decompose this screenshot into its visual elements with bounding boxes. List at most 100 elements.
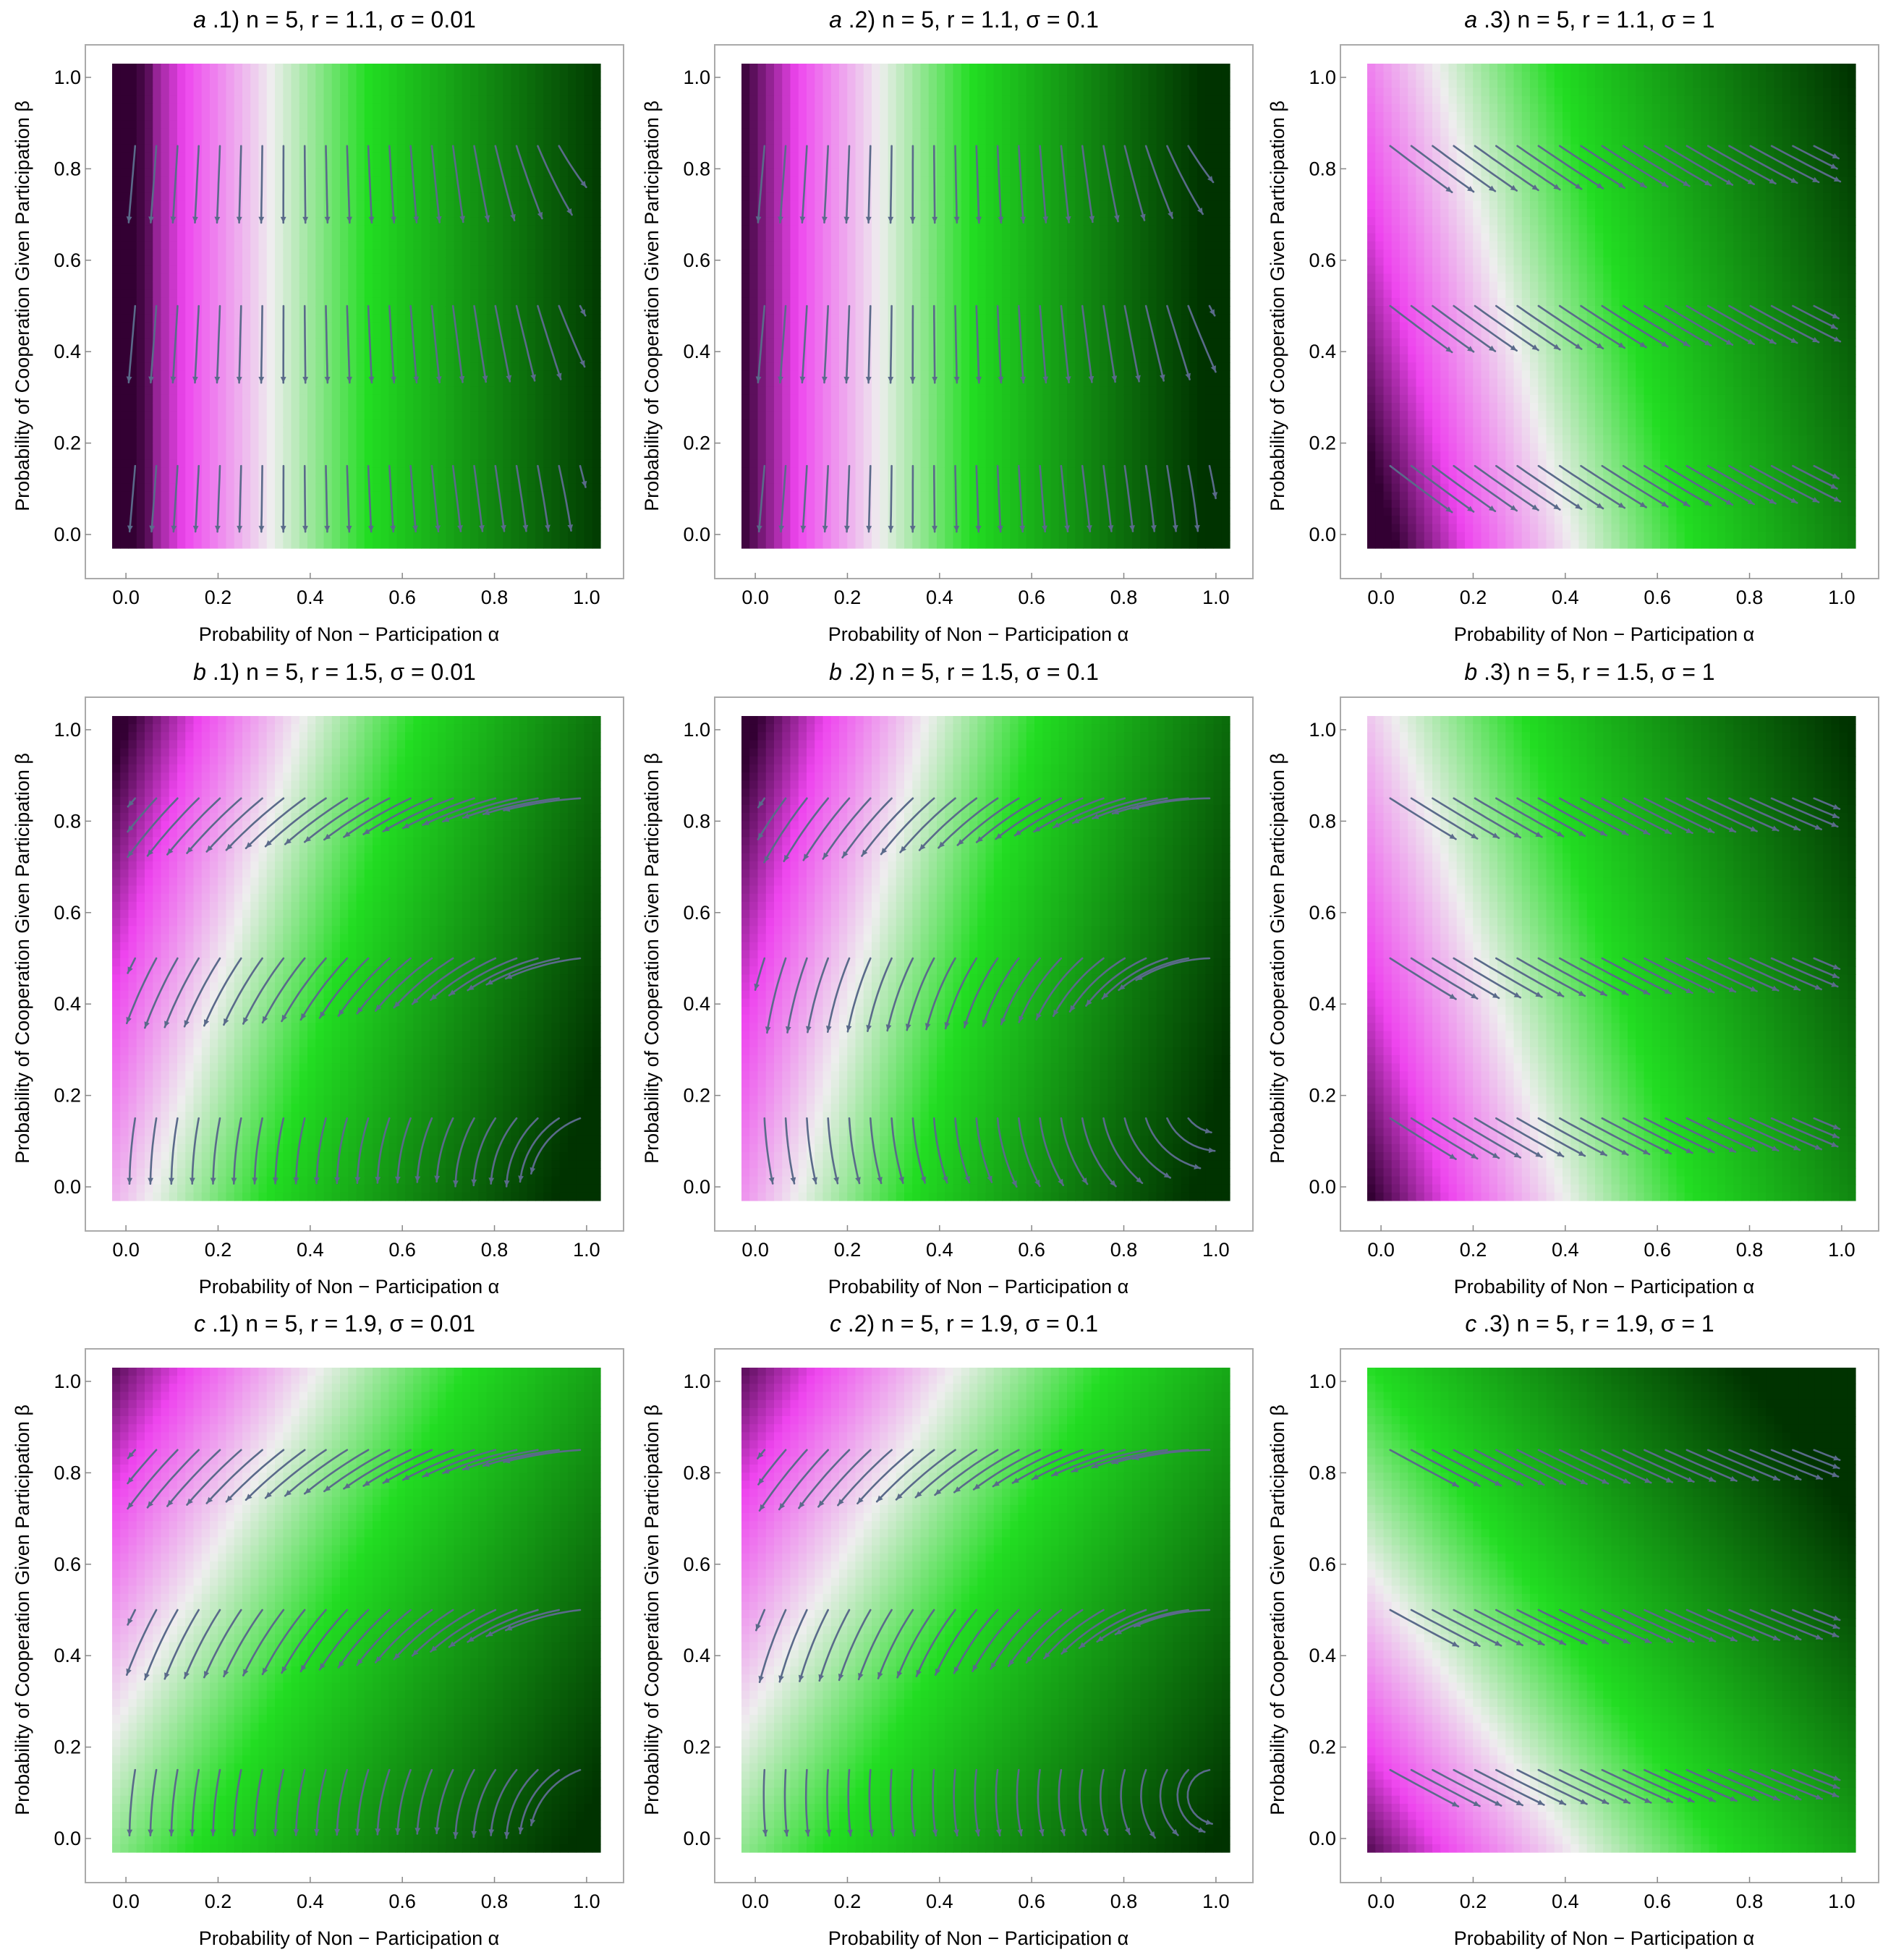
heatmap-cell — [896, 80, 905, 89]
heatmap-cell — [774, 516, 783, 525]
heatmap-cell — [283, 467, 292, 477]
heatmap-cell — [177, 508, 186, 516]
heatmap-cell — [136, 451, 145, 460]
heatmap-cell — [226, 136, 235, 145]
heatmap-cell — [904, 80, 913, 89]
heatmap-cell — [226, 314, 235, 323]
heatmap-cell — [782, 289, 791, 299]
heatmap-cell — [774, 64, 783, 72]
heatmap-cell — [741, 225, 750, 234]
heatmap-cell — [169, 184, 178, 194]
heatmap-cell — [331, 467, 341, 477]
heatmap-cell — [839, 297, 848, 307]
heatmap-cell — [446, 508, 455, 516]
heatmap-cell — [340, 233, 349, 242]
heatmap-cell — [405, 192, 414, 202]
heatmap-cell — [470, 192, 479, 202]
heatmap-cell — [543, 103, 553, 113]
heatmap-cell — [307, 540, 316, 549]
heatmap-cell — [373, 459, 381, 468]
heatmap-cell — [413, 394, 422, 404]
heatmap-cell — [136, 532, 145, 541]
heatmap-cell — [356, 459, 365, 468]
heatmap-cell — [169, 161, 178, 169]
heatmap-cell — [782, 257, 791, 266]
heatmap-cell — [307, 378, 316, 388]
heatmap-cell — [470, 128, 479, 137]
heatmap-cell — [234, 491, 243, 500]
heatmap-cell — [807, 88, 815, 97]
heatmap-cell — [478, 427, 488, 436]
heatmap-cell — [749, 273, 759, 283]
heatmap-cell — [161, 419, 170, 428]
heatmap-cell — [749, 233, 759, 242]
heatmap-cell — [234, 273, 243, 283]
heatmap-cell — [283, 95, 292, 105]
heatmap-cell — [331, 314, 341, 323]
heatmap-cell — [234, 500, 243, 508]
heatmap-cell — [543, 88, 553, 97]
heatmap-cell — [438, 249, 446, 258]
heatmap-cell — [388, 378, 398, 388]
heatmap-cell — [822, 225, 832, 234]
heatmap-cell — [807, 524, 815, 533]
heatmap-cell — [535, 378, 544, 388]
heatmap-cell — [774, 411, 783, 419]
heatmap-cell — [470, 233, 479, 242]
heatmap-cell — [193, 233, 203, 242]
heatmap-cell — [193, 378, 203, 388]
heatmap-cell — [815, 491, 824, 500]
heatmap-cell — [749, 451, 759, 460]
heatmap-cell — [807, 403, 815, 412]
heatmap-cell — [169, 225, 178, 234]
heatmap-cell — [749, 209, 759, 218]
heatmap-cell — [839, 532, 848, 541]
heatmap-cell — [782, 241, 791, 250]
heatmap-cell — [446, 370, 455, 380]
heatmap-cell — [381, 483, 390, 493]
heatmap-cell — [429, 217, 438, 226]
heatmap-cell — [551, 403, 561, 412]
heatmap-cell — [454, 265, 463, 274]
heatmap-cell — [904, 192, 913, 202]
heatmap-cell — [494, 281, 503, 291]
heatmap-cell — [258, 354, 268, 363]
heatmap-cell — [568, 443, 577, 452]
heatmap-cell — [822, 370, 832, 380]
heatmap-cell — [331, 95, 341, 105]
heatmap-cell — [584, 500, 593, 508]
heatmap-cell — [830, 281, 840, 291]
heatmap-cell — [429, 532, 438, 541]
heatmap-cell — [559, 184, 569, 194]
heatmap-cell — [478, 435, 488, 444]
heatmap-cell — [307, 281, 316, 291]
heatmap-cell — [798, 192, 807, 202]
heatmap-cell — [592, 475, 601, 485]
heatmap-cell — [757, 532, 767, 541]
heatmap-cell — [250, 257, 260, 266]
heatmap-cell — [242, 475, 251, 485]
heatmap-cell — [839, 467, 848, 477]
heatmap-cell — [218, 265, 227, 274]
heatmap-cell — [112, 524, 121, 533]
heatmap-cell — [234, 95, 243, 105]
heatmap-cell — [185, 443, 195, 452]
heatmap-cell — [446, 72, 455, 80]
stream-arrowhead — [170, 376, 177, 383]
heatmap-cell — [120, 362, 129, 371]
heatmap-cell — [462, 403, 471, 412]
heatmap-cell — [405, 338, 414, 347]
heatmap-cell — [535, 403, 544, 412]
heatmap-cell — [807, 354, 815, 363]
heatmap-cell — [226, 241, 235, 250]
heatmap-cell — [478, 144, 488, 153]
heatmap-cell — [774, 459, 783, 468]
heatmap-cell — [373, 443, 381, 452]
heatmap-cell — [275, 411, 284, 419]
heatmap-cell — [250, 265, 260, 274]
stream-arrowhead — [302, 216, 309, 223]
heatmap-cell — [519, 265, 528, 274]
heatmap-cell — [741, 330, 750, 339]
heatmap-cell — [872, 386, 880, 396]
heatmap-cell — [291, 265, 300, 274]
